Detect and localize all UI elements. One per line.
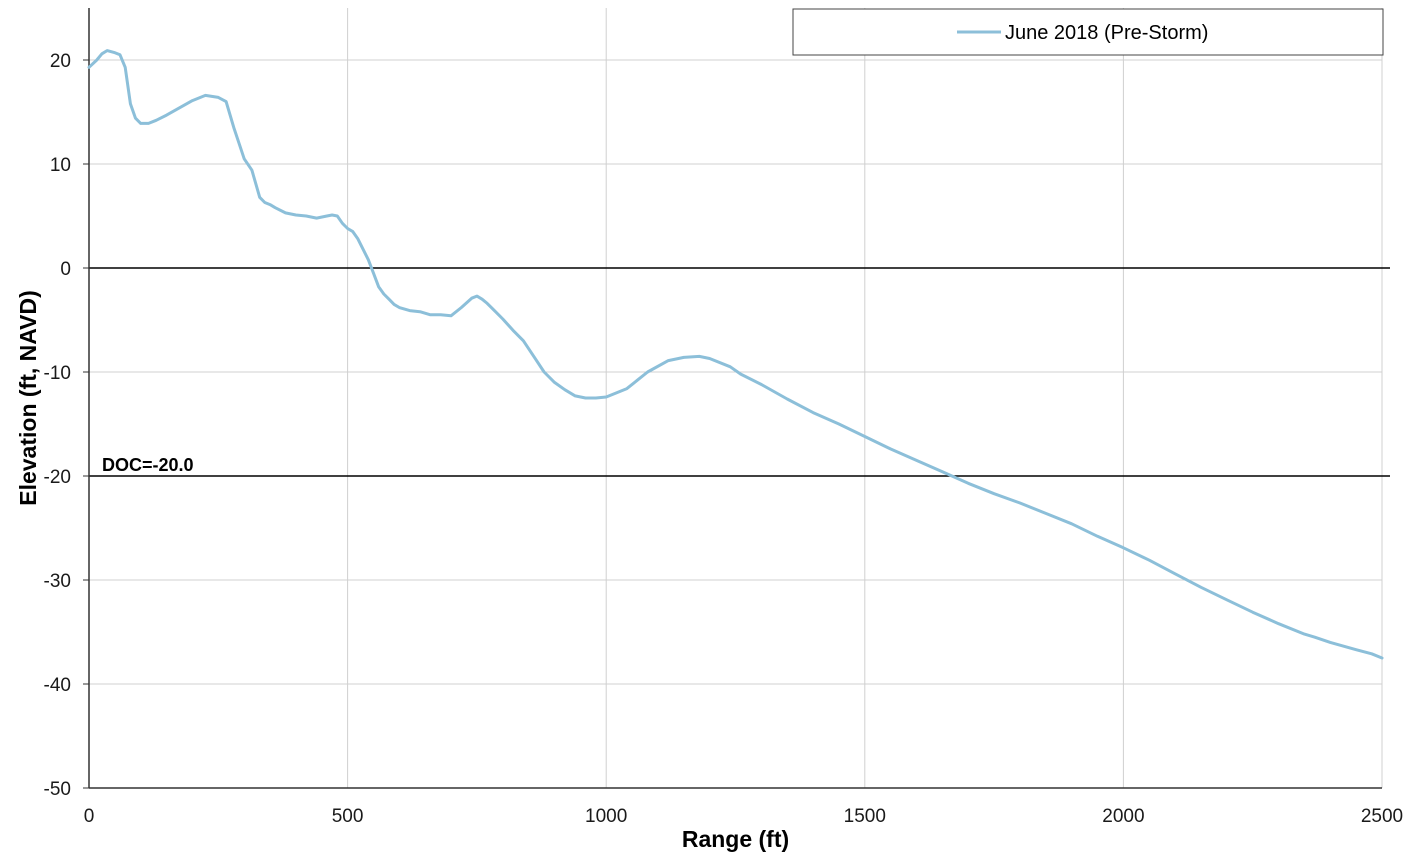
- axes: [83, 8, 1382, 789]
- series-layer: [87, 49, 1384, 660]
- x-tick-label: 2500: [1361, 806, 1403, 827]
- y-tick-label: -30: [44, 571, 71, 592]
- grid-lines: [88, 8, 1383, 789]
- y-tick-label: -50: [44, 779, 71, 800]
- y-tick-labels: -50 -40 -30 -20 -10 0 10 20: [44, 51, 71, 800]
- y-tick-label: -20: [44, 467, 71, 488]
- x-tick-labels: 0 500 1000 1500 2000 2500: [84, 806, 1403, 827]
- y-tick-label: 10: [50, 155, 71, 176]
- y-tick-label: 0: [60, 259, 71, 280]
- legend-label: June 2018 (Pre-Storm): [1005, 22, 1208, 44]
- reference-lines: [89, 267, 1390, 477]
- legend: June 2018 (Pre-Storm): [792, 8, 1384, 56]
- x-tick-label: 500: [332, 806, 364, 827]
- x-tick-label: 2000: [1102, 806, 1144, 827]
- y-tick-label: 20: [50, 51, 71, 72]
- doc-annotation: DOC=-20.0: [102, 455, 194, 475]
- legend-box: [792, 8, 1384, 56]
- y-axis-title: Elevation (ft, NAVD): [15, 290, 41, 506]
- series-line: [87, 49, 1384, 660]
- x-tick-label: 1000: [585, 806, 627, 827]
- y-tick-label: -40: [44, 675, 71, 696]
- x-tick-label: 0: [84, 806, 95, 827]
- x-axis-title: Range (ft): [682, 826, 789, 852]
- x-tick-label: 1500: [844, 806, 886, 827]
- y-tick-label: -10: [44, 363, 71, 384]
